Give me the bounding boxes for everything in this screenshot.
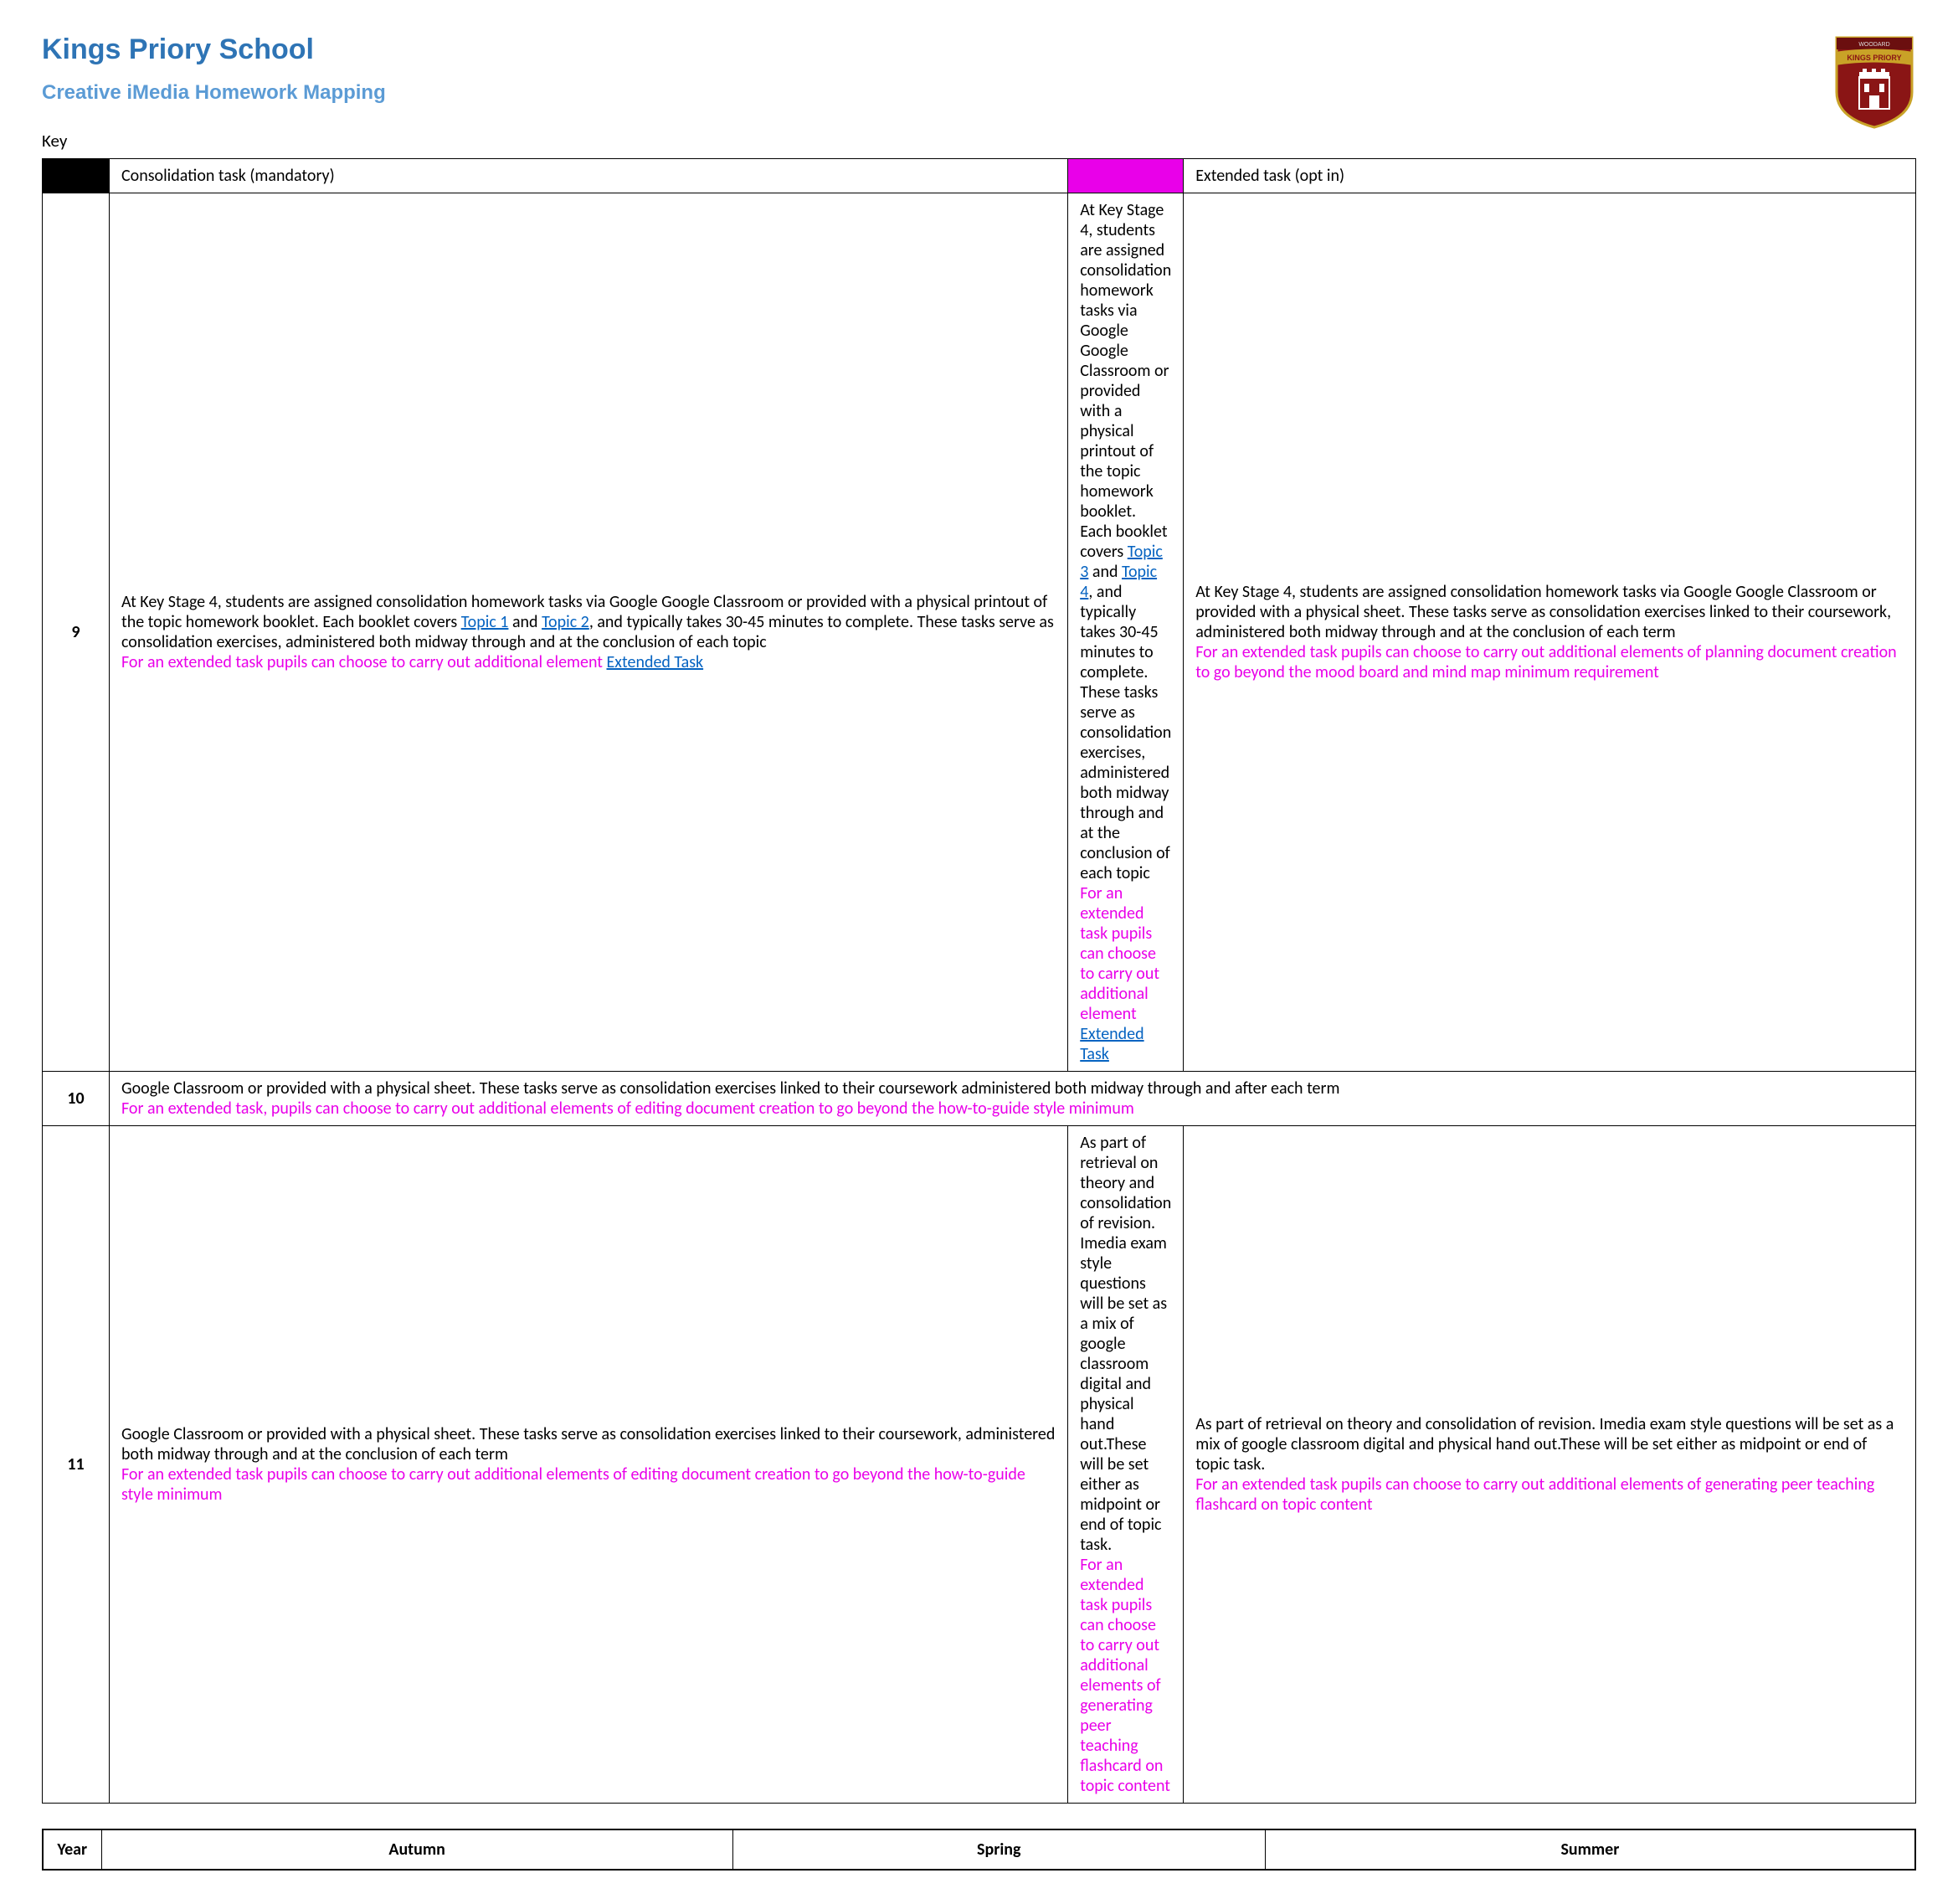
table-cell: At Key Stage 4, students are assigned co… (1068, 193, 1184, 1072)
table-cell-spanned: Google Classroom or provided with a phys… (110, 1072, 1916, 1126)
table-cell: As part of retrieval on theory and conso… (1068, 1126, 1184, 1804)
consolidation-text: As part of retrieval on theory and conso… (1195, 1414, 1904, 1474)
consolidation-text: Google Classroom or provided with a phys… (121, 1424, 1056, 1464)
extended-task-link[interactable]: Extended Task (1080, 1024, 1143, 1064)
table-row: 9At Key Stage 4, students are assigned c… (43, 193, 1916, 1072)
extended-text: For an extended task, pupils can choose … (121, 1099, 1904, 1119)
table-row: 11 Google Classroom or provided with a ph… (43, 1126, 1916, 1804)
homework-table: Year Autumn Spring Summer (42, 1829, 1916, 1871)
consolidation-text: At Key Stage 4, students are assigned co… (1195, 582, 1904, 642)
consolidation-text: Google Classroom or provided with a phys… (121, 1078, 1904, 1099)
extended-text: For an extended task pupils can choose t… (1195, 1474, 1904, 1515)
key-text-extended: Extended task (opt in) (1184, 159, 1916, 193)
document-subtitle: Creative iMedia Homework Mapping (42, 81, 1816, 105)
header: Kings Priory School Creative iMedia Home… (42, 33, 1916, 130)
topic-link[interactable]: Topic 1 (461, 612, 509, 632)
key-swatch-magenta (1068, 159, 1184, 193)
title-block: Kings Priory School Creative iMedia Home… (42, 33, 1816, 130)
school-logo-icon: WOODARD KINGS PRIORY (1832, 33, 1916, 130)
logo-banner-text: KINGS PRIORY (1847, 54, 1901, 62)
table-row: 10 Google Classroom or provided with a ph… (43, 1072, 1916, 1126)
table-cell: At Key Stage 4, students are assigned co… (110, 193, 1068, 1072)
year-cell: 11 (43, 1126, 110, 1804)
consolidation-text: At Key Stage 4, students are assigned co… (121, 592, 1056, 652)
extended-text: For an extended task pupils can choose t… (1080, 1555, 1171, 1796)
extended-task-link[interactable]: Extended Task (607, 652, 704, 672)
key-heading: Key (42, 130, 1916, 152)
topic-link[interactable]: Topic 2 (542, 612, 589, 632)
consolidation-text: As part of retrieval on theory and conso… (1080, 1133, 1171, 1555)
year-cell: 9 (43, 193, 110, 1072)
year-cell: 10 (43, 1072, 110, 1126)
table-header-row: Year Autumn Spring Summer (43, 1829, 1915, 1870)
school-title: Kings Priory School (42, 33, 1816, 66)
header-summer: Summer (1265, 1829, 1915, 1870)
extended-text: For an extended task pupils can choose t… (1080, 883, 1171, 1064)
key-text-consolidation: Consolidation task (mandatory) (110, 159, 1068, 193)
consolidation-text: At Key Stage 4, students are assigned co… (1080, 200, 1171, 883)
table-cell: As part of retrieval on theory and conso… (1184, 1126, 1916, 1804)
extended-text: For an extended task pupils can choose t… (1195, 642, 1904, 682)
topic-link[interactable]: Topic 4 (1080, 562, 1157, 602)
table-cell: Google Classroom or provided with a phys… (110, 1126, 1068, 1804)
header-year: Year (43, 1829, 101, 1870)
extended-text: For an extended task pupils can choose t… (121, 652, 1056, 672)
header-spring: Spring (732, 1829, 1265, 1870)
key-table: Consolidation task (mandatory) Extended … (42, 158, 1916, 1804)
header-autumn: Autumn (101, 1829, 732, 1870)
table-cell: At Key Stage 4, students are assigned co… (1184, 193, 1916, 1072)
extended-text: For an extended task pupils can choose t… (121, 1464, 1056, 1505)
logo-top-text: WOODARD (1858, 42, 1889, 48)
key-swatch-black (43, 159, 110, 193)
